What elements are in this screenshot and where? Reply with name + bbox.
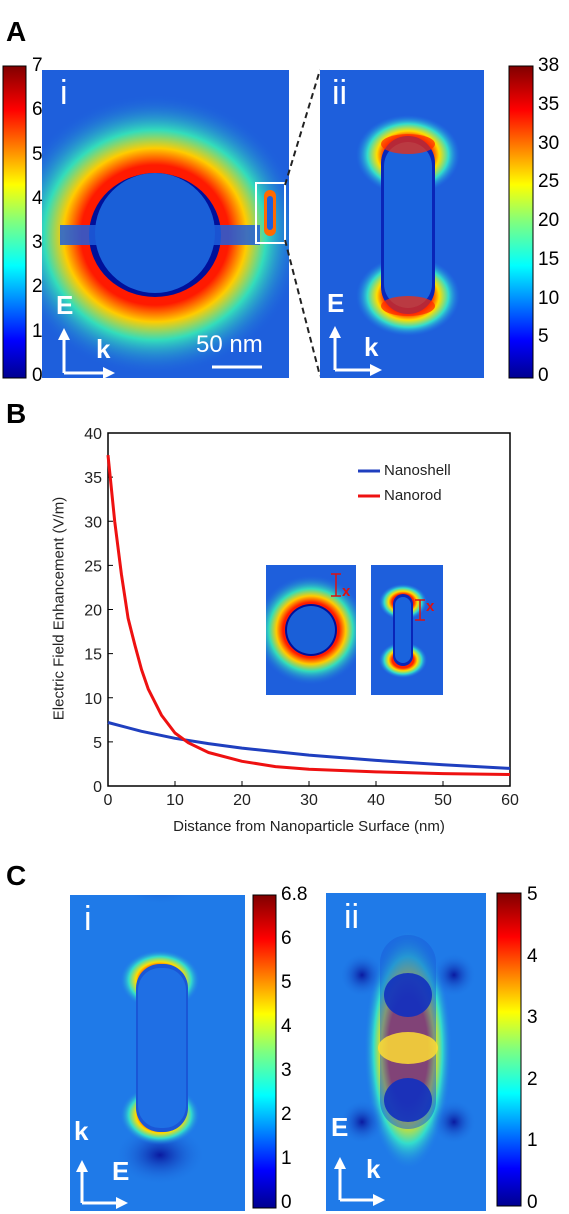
colorbar-tick-label: 6.8 [281, 884, 308, 905]
colorbar-tick-label: 10 [538, 287, 560, 309]
panel-letter-c: C [6, 860, 27, 891]
panel-c-ii-axes-arrows [334, 1157, 385, 1206]
chart-ticks: 0 10 20 30 40 50 60 0 5 10 15 20 25 30 35 40 [84, 426, 519, 809]
y-tick-label: 5 [93, 735, 102, 752]
panel-a-i-label: i [60, 74, 68, 112]
panel-c-i-k-label: k [74, 1116, 89, 1146]
panel-a-i-k-label: k [96, 334, 111, 364]
chart-y-axis-label: Electric Field Enhancement (V/m) [50, 496, 68, 721]
zoom-line-bottom [284, 239, 321, 377]
panel-c-i-axes-arrows [76, 1160, 128, 1209]
colorbar-tick-label: 0 [32, 365, 43, 386]
colorbar-tick-label: 30 [538, 132, 560, 154]
x-tick-label: 30 [300, 792, 318, 809]
colorbar-tick-label: 2 [527, 1068, 538, 1090]
colorbar-tick-label: 4 [32, 187, 43, 209]
panel-a-i-e-label: E [56, 290, 74, 320]
panel-a-ii-e-label: E [327, 288, 345, 318]
colorbar-tick-label: 38 [538, 55, 560, 76]
y-tick-label: 10 [84, 691, 102, 708]
panel-b-chart: 0 10 20 30 40 50 60 0 5 10 15 20 25 30 35 40 [84, 426, 519, 809]
scale-bar-label: 50 nm [196, 331, 263, 358]
panel-a-i-colorbar-ticks: 7 6 5 4 3 2 1 0 [32, 55, 52, 386]
colorbar-tick-label: 1 [527, 1130, 538, 1152]
panel-c-ii-field-map [326, 893, 486, 1211]
colorbar-tick-label: 3 [527, 1007, 538, 1029]
panel-c-ii-colorbar [496, 892, 522, 1207]
panel-c-ii-colorbar-ticks: 5 4 3 2 1 0 [527, 883, 557, 1213]
colorbar-tick-label: 5 [281, 972, 292, 993]
colorbar-tick-label: 6 [32, 99, 43, 121]
panel-a-ii-k-label: k [364, 332, 379, 362]
panel-c-ii-label: ii [344, 898, 360, 936]
panel-a-i-axes-arrows [58, 328, 115, 379]
panel-c-i-e-label: E [112, 1156, 130, 1186]
x-tick-label: 0 [104, 792, 113, 809]
y-tick-label: 20 [84, 603, 102, 620]
colorbar-tick-label: 2 [281, 1104, 292, 1125]
x-tick-label: 50 [434, 792, 452, 809]
panel-a-i-colorbar [2, 65, 27, 379]
panel-a-ii-colorbar-ticks: 38 35 30 25 20 15 10 5 0 [538, 55, 568, 386]
panel-c-i-label: i [84, 900, 92, 938]
y-tick-label: 0 [93, 779, 102, 796]
panel-c-ii-k-label: k [366, 1154, 381, 1184]
y-tick-label: 35 [84, 470, 102, 487]
panel-a-ii-colorbar [508, 65, 534, 379]
colorbar-tick-label: 5 [32, 143, 43, 165]
colorbar-tick-label: 25 [538, 171, 560, 193]
colorbar-tick-label: 15 [538, 248, 560, 270]
colorbar-tick-label: 5 [538, 326, 549, 348]
y-tick-label: 30 [84, 514, 102, 531]
inset-marker-x-1: x [342, 583, 351, 600]
panel-c-i-colorbar [252, 894, 277, 1209]
panel-a-ii-field-map [320, 70, 484, 378]
colorbar-tick-label: 4 [527, 945, 538, 967]
series-line-nanoshell [107, 721, 511, 770]
panel-c-ii-e-label: E [331, 1112, 349, 1142]
panel-a-ii-axes-arrows [329, 326, 382, 376]
panel-letter-b: B [6, 398, 27, 429]
series-line-nanorod [106, 454, 511, 776]
panel-letter-a: A [6, 16, 27, 47]
colorbar-tick-label: 3 [281, 1060, 292, 1081]
y-tick-label: 25 [84, 558, 102, 575]
zoom-line-top [284, 69, 321, 186]
legend-label-nanoshell: Nanoshell [384, 462, 451, 479]
colorbar-tick-label: 2 [32, 276, 43, 298]
y-tick-label: 40 [84, 426, 102, 443]
colorbar-tick-label: 35 [538, 93, 560, 115]
inset-marker-x-2: x [426, 598, 435, 615]
x-tick-label: 20 [233, 792, 251, 809]
colorbar-tick-label: 0 [281, 1192, 292, 1213]
x-tick-label: 60 [501, 792, 519, 809]
colorbar-tick-label: 5 [527, 884, 538, 905]
panel-c-i-field-map [70, 895, 245, 1211]
inset-nanoshell [266, 565, 356, 695]
colorbar-tick-label: 0 [527, 1192, 538, 1213]
legend-label-nanorod: Nanorod [384, 487, 442, 504]
colorbar-tick-label: 1 [281, 1148, 292, 1169]
chart-x-axis-label: Distance from Nanoparticle Surface (nm) [173, 818, 445, 835]
colorbar-tick-label: 1 [32, 320, 43, 342]
panel-a-i-field-map [42, 70, 289, 378]
colorbar-tick-label: 0 [538, 365, 549, 386]
colorbar-tick-label: 6 [281, 928, 292, 949]
x-tick-label: 40 [367, 792, 385, 809]
colorbar-tick-label: 20 [538, 210, 560, 231]
inset-nanorod [371, 565, 443, 695]
colorbar-tick-label: 3 [32, 232, 43, 254]
x-tick-label: 10 [166, 792, 184, 809]
chart-series [106, 454, 511, 776]
colorbar-tick-label: 4 [281, 1016, 292, 1037]
panel-a-ii-label: ii [332, 74, 348, 112]
panel-c-i-colorbar-ticks: 6.8 6 5 4 3 2 1 0 [281, 883, 321, 1213]
colorbar-tick-label: 7 [32, 55, 43, 76]
y-tick-label: 15 [84, 647, 102, 664]
